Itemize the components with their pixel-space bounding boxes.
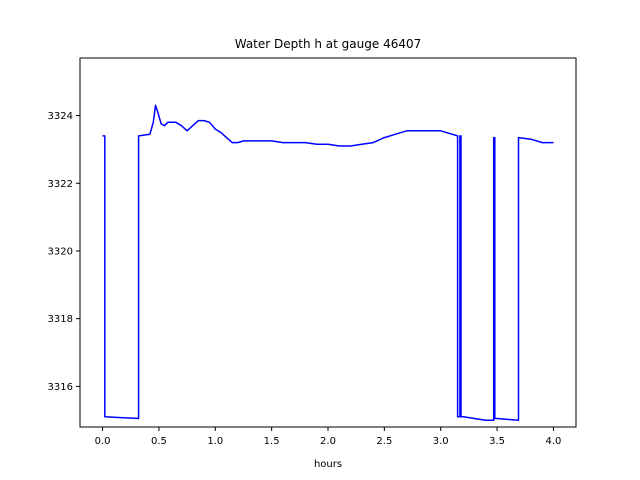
x-tick-label: 2.0: [320, 436, 336, 447]
x-tick-label: 1.5: [264, 436, 280, 447]
x-tick-label: 4.0: [546, 436, 562, 447]
y-tick-label: 3316: [48, 382, 73, 393]
series-layer: [102, 104, 554, 421]
y-axis: 3316 3318 3320 3322 3324: [48, 111, 80, 393]
x-tick-label: 1.0: [207, 436, 223, 447]
x-tick-label: 3.5: [489, 436, 505, 447]
x-tick-label: 0.0: [95, 436, 111, 447]
x-tick-label: 2.5: [376, 436, 392, 447]
x-axis-label: hours: [314, 459, 342, 470]
x-tick-label: 3.0: [433, 436, 449, 447]
x-axis: 0.0 0.5 1.0 1.5 2.0 2.5 3.0 3.5 4.0: [95, 427, 562, 447]
y-tick-label: 3318: [48, 314, 73, 325]
y-tick-label: 3322: [48, 179, 73, 190]
chart-title: Water Depth h at gauge 46407: [235, 37, 422, 51]
y-tick-label: 3324: [48, 111, 73, 122]
x-tick-label: 0.5: [151, 436, 167, 447]
y-tick-label: 3320: [48, 246, 73, 257]
series-line: [102, 104, 554, 421]
plot-area: [79, 57, 577, 428]
